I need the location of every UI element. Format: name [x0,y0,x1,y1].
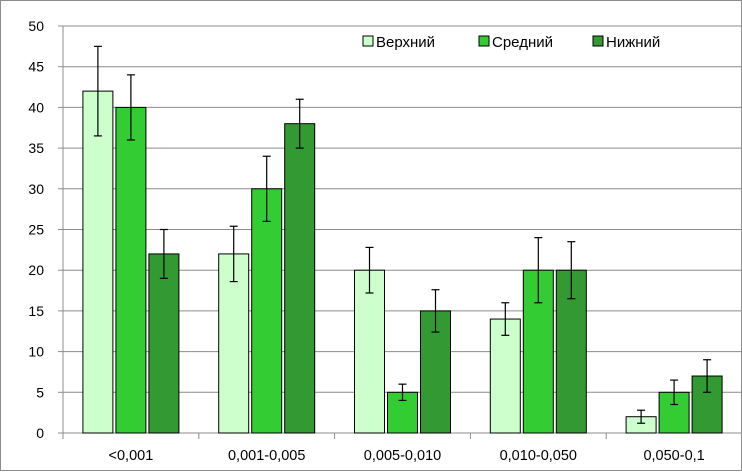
y-tick-label-30: 30 [28,181,44,197]
x-tick-label-5: 0,050-0,1 [643,448,704,464]
bar-1-series-3 [148,253,180,434]
legend-label-1: Верхний [376,34,435,51]
bar-1-series-1 [82,90,114,434]
x-tick-label-1: <0,001 [109,448,154,464]
x-tick-label-2: 0,001-0,005 [228,448,305,464]
y-tick-label-45: 45 [28,59,44,75]
y-tick-label-35: 35 [28,140,44,156]
legend-label-2: Средний [492,34,553,51]
legend-swatch-1 [362,35,374,47]
bar-1-series-2 [115,106,147,434]
y-tick-label-10: 10 [28,344,44,360]
y-tick-label-15: 15 [28,303,44,319]
legend-swatch-2 [478,35,490,47]
x-tick-label-3: 0,005-0,010 [364,448,441,464]
tick-labels: 0 5 10 15 20 25 30 35 40 45 50 <0,001 0,001-0,005 0,0… [28,18,704,464]
legend-swatch-3 [592,35,604,47]
bar-2-series-3 [284,123,316,434]
bar-2-series-1 [218,253,250,434]
y-tick-label-5: 5 [36,384,44,400]
bars [82,90,723,434]
error-bars [93,45,712,424]
legend: Верхний Средний Нижний [362,34,660,51]
y-tick-label-50: 50 [28,18,44,34]
y-tick-label-25: 25 [28,222,44,238]
x-tick-label-4: 0,010-0,050 [500,448,577,464]
y-tick-label-0: 0 [36,425,44,441]
bar-4-series-1 [489,318,521,434]
legend-label-3: Нижний [606,34,660,51]
bar-3-series-1 [354,269,385,434]
bar-2-series-2 [251,188,283,434]
y-tick-label-20: 20 [28,262,44,278]
y-tick-label-40: 40 [28,99,44,115]
